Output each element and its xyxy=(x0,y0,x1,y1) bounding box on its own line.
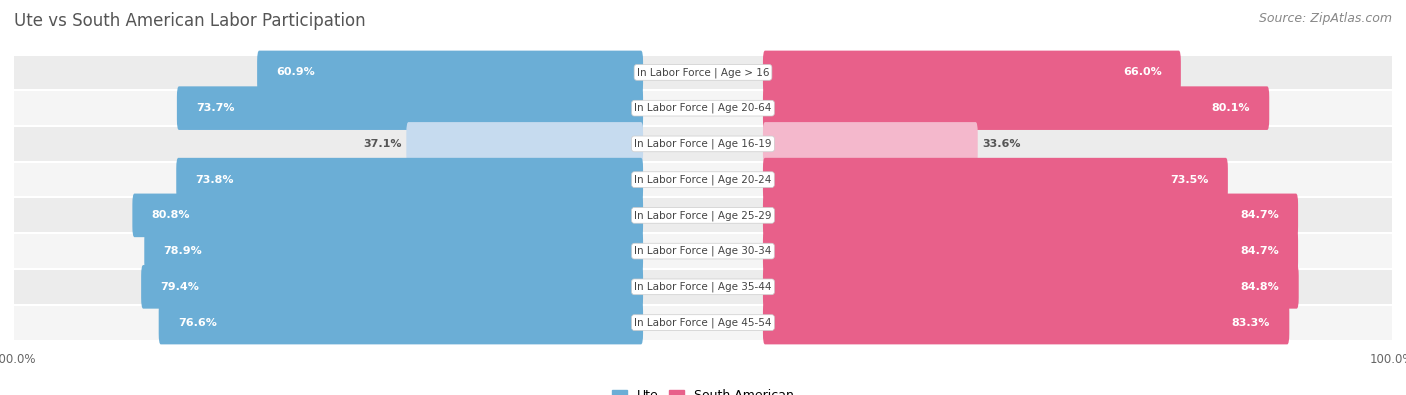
FancyBboxPatch shape xyxy=(145,229,643,273)
FancyBboxPatch shape xyxy=(257,51,643,94)
Text: In Labor Force | Age 16-19: In Labor Force | Age 16-19 xyxy=(634,139,772,149)
FancyBboxPatch shape xyxy=(14,198,1392,233)
FancyBboxPatch shape xyxy=(763,87,1270,130)
Text: In Labor Force | Age 30-34: In Labor Force | Age 30-34 xyxy=(634,246,772,256)
Text: In Labor Force | Age 20-64: In Labor Force | Age 20-64 xyxy=(634,103,772,113)
Text: 37.1%: 37.1% xyxy=(363,139,402,149)
Text: 83.3%: 83.3% xyxy=(1232,318,1270,327)
Text: 84.7%: 84.7% xyxy=(1240,246,1279,256)
FancyBboxPatch shape xyxy=(763,122,977,166)
FancyBboxPatch shape xyxy=(14,162,1392,198)
Text: 73.5%: 73.5% xyxy=(1170,175,1209,184)
Text: 73.8%: 73.8% xyxy=(195,175,233,184)
FancyBboxPatch shape xyxy=(132,194,643,237)
FancyBboxPatch shape xyxy=(763,301,1289,344)
Text: 73.7%: 73.7% xyxy=(197,103,235,113)
Text: Ute vs South American Labor Participation: Ute vs South American Labor Participatio… xyxy=(14,12,366,30)
FancyBboxPatch shape xyxy=(141,265,643,308)
FancyBboxPatch shape xyxy=(177,87,643,130)
Text: 33.6%: 33.6% xyxy=(983,139,1021,149)
Text: 84.8%: 84.8% xyxy=(1240,282,1279,292)
Text: In Labor Force | Age > 16: In Labor Force | Age > 16 xyxy=(637,67,769,78)
Text: 80.1%: 80.1% xyxy=(1212,103,1250,113)
FancyBboxPatch shape xyxy=(763,194,1298,237)
Text: 66.0%: 66.0% xyxy=(1123,68,1161,77)
FancyBboxPatch shape xyxy=(763,158,1227,201)
FancyBboxPatch shape xyxy=(763,229,1298,273)
FancyBboxPatch shape xyxy=(14,55,1392,90)
Text: Source: ZipAtlas.com: Source: ZipAtlas.com xyxy=(1258,12,1392,25)
Text: 80.8%: 80.8% xyxy=(152,211,190,220)
FancyBboxPatch shape xyxy=(176,158,643,201)
Text: In Labor Force | Age 35-44: In Labor Force | Age 35-44 xyxy=(634,282,772,292)
FancyBboxPatch shape xyxy=(763,265,1299,308)
FancyBboxPatch shape xyxy=(763,51,1181,94)
FancyBboxPatch shape xyxy=(14,305,1392,340)
FancyBboxPatch shape xyxy=(406,122,643,166)
Text: 76.6%: 76.6% xyxy=(179,318,217,327)
Text: 60.9%: 60.9% xyxy=(277,68,315,77)
Legend: Ute, South American: Ute, South American xyxy=(607,384,799,395)
FancyBboxPatch shape xyxy=(14,90,1392,126)
FancyBboxPatch shape xyxy=(14,126,1392,162)
Text: In Labor Force | Age 25-29: In Labor Force | Age 25-29 xyxy=(634,210,772,221)
Text: 78.9%: 78.9% xyxy=(163,246,202,256)
Text: 79.4%: 79.4% xyxy=(160,282,200,292)
FancyBboxPatch shape xyxy=(14,269,1392,305)
FancyBboxPatch shape xyxy=(159,301,643,344)
FancyBboxPatch shape xyxy=(14,233,1392,269)
Text: In Labor Force | Age 20-24: In Labor Force | Age 20-24 xyxy=(634,174,772,185)
Text: In Labor Force | Age 45-54: In Labor Force | Age 45-54 xyxy=(634,317,772,328)
Text: 84.7%: 84.7% xyxy=(1240,211,1279,220)
